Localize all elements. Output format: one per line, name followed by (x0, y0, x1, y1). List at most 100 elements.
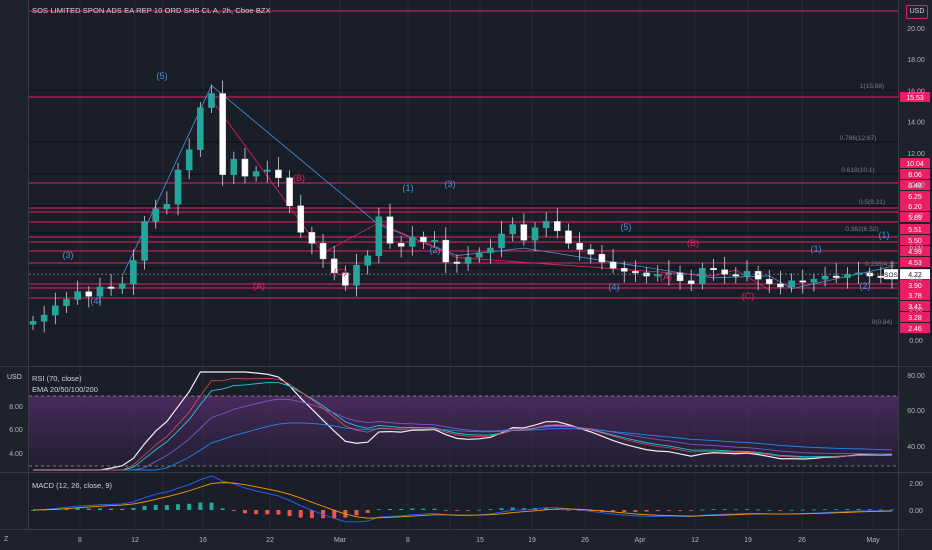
macd-bar (510, 507, 515, 510)
macd-bar (477, 509, 482, 511)
macd-bar (566, 509, 571, 511)
fib-label: 0.382(6.52) (845, 226, 878, 233)
time-tick: 8 (78, 537, 82, 544)
price-tick: 6.00 (909, 244, 923, 251)
time-tick: 26 (581, 537, 589, 544)
macd-bar (120, 508, 125, 510)
macd-bar (834, 509, 839, 511)
price-tag-label: 6.48 (908, 183, 922, 190)
macd-bar (611, 510, 616, 513)
candle-body (632, 271, 639, 274)
price-tick: 0.00 (909, 338, 923, 345)
candle-body (498, 233, 505, 249)
macd-bar (86, 508, 91, 510)
candle-body (118, 283, 126, 289)
candle-body (542, 221, 550, 228)
candle-body (263, 169, 271, 172)
time-tick: 15 (476, 537, 484, 544)
macd-bar (265, 510, 270, 515)
candle-body (777, 283, 784, 288)
fib-label: 0.5(8.31) (859, 199, 885, 206)
macd-bar (644, 510, 649, 512)
price-tag-label: 10.04 (906, 161, 924, 168)
price-tag (900, 246, 930, 256)
rsi-tick: 60.00 (907, 408, 925, 415)
wave-label-blue: (2) (430, 245, 441, 255)
time-tick: 22 (266, 537, 274, 544)
macd-bar (466, 510, 471, 511)
price-tag-label: 6.20 (908, 204, 922, 211)
macd-bar (722, 509, 727, 510)
candle-body (665, 272, 673, 275)
macd-bar (678, 510, 683, 511)
candle-body (219, 93, 226, 175)
macd-bar (521, 508, 526, 510)
rsi-legend[interactable]: RSI (70, close) (32, 374, 82, 383)
ema-legend[interactable]: EMA 20/50/100/200 (32, 385, 98, 394)
macd-bar (778, 510, 783, 511)
macd-legend[interactable]: MACD (12, 26, close, 9) (32, 481, 113, 490)
timezone-button[interactable]: Z (4, 536, 9, 543)
candle-body (754, 271, 762, 280)
ema-tick: 6.00 (9, 427, 23, 434)
macd-bar (878, 509, 883, 511)
time-tick: Mar (334, 537, 347, 544)
candle-body (230, 158, 238, 175)
ema-tick: 4.00 (9, 451, 23, 458)
candle-body (130, 260, 137, 285)
macd-bar (622, 510, 627, 513)
price-tag-label: 3.78 (908, 293, 922, 300)
macd-bar (176, 504, 181, 510)
candle-body (743, 271, 751, 277)
macd-bar (309, 510, 314, 519)
candle-body (598, 253, 606, 263)
macd-bar (588, 510, 593, 512)
macd-bar (254, 510, 259, 515)
macd-bar (499, 508, 504, 510)
macd-tick: 0.00 (909, 508, 923, 515)
candle-body (297, 205, 305, 233)
symbol-title: SOS LIMITED SPON ADS EA REP 10 ORD SHS C… (32, 6, 271, 15)
fib-label: 0.786(12.67) (840, 135, 877, 142)
macd-bar (220, 508, 225, 510)
price-tag-label: 5.50 (908, 238, 922, 245)
time-tick: 8 (406, 537, 410, 544)
macd-bar (454, 510, 459, 511)
macd-bar (410, 508, 415, 510)
candle-body (185, 149, 193, 171)
wave-label-red: (C) (742, 291, 755, 301)
candle-body (174, 169, 182, 205)
macd-bar (421, 508, 426, 510)
wave-label-red: (A) (660, 272, 672, 282)
ema-tick: 8.00 (9, 404, 23, 411)
price-tag (900, 290, 930, 300)
wave-label-blue: (1) (403, 183, 414, 193)
macd-bar (354, 510, 359, 516)
macd-bar (298, 510, 303, 518)
price-tag-label: 15.53 (906, 95, 924, 102)
candle-body (453, 261, 461, 264)
macd-bar (109, 508, 114, 510)
candle-body (275, 169, 282, 179)
signal-line (32, 482, 893, 519)
macd-bar (365, 510, 370, 513)
candle-body (765, 278, 773, 285)
macd-bar (823, 509, 828, 511)
wave-label-red: (B) (687, 238, 699, 248)
candle-body (141, 221, 148, 261)
candle-body (877, 275, 885, 278)
ema-line (33, 371, 893, 471)
candle-body (408, 236, 416, 247)
price-tick: 20.00 (907, 26, 925, 33)
symbol-tag (884, 269, 898, 280)
candle-body (721, 269, 728, 275)
currency-button[interactable]: USD (906, 5, 928, 19)
candle-body (40, 314, 48, 322)
candle-body (565, 230, 572, 244)
candle-body (319, 243, 327, 260)
macd-bar (867, 509, 872, 511)
price-tick: 10.00 (907, 182, 925, 189)
macd-bar (811, 509, 816, 511)
candle-body (676, 272, 684, 281)
